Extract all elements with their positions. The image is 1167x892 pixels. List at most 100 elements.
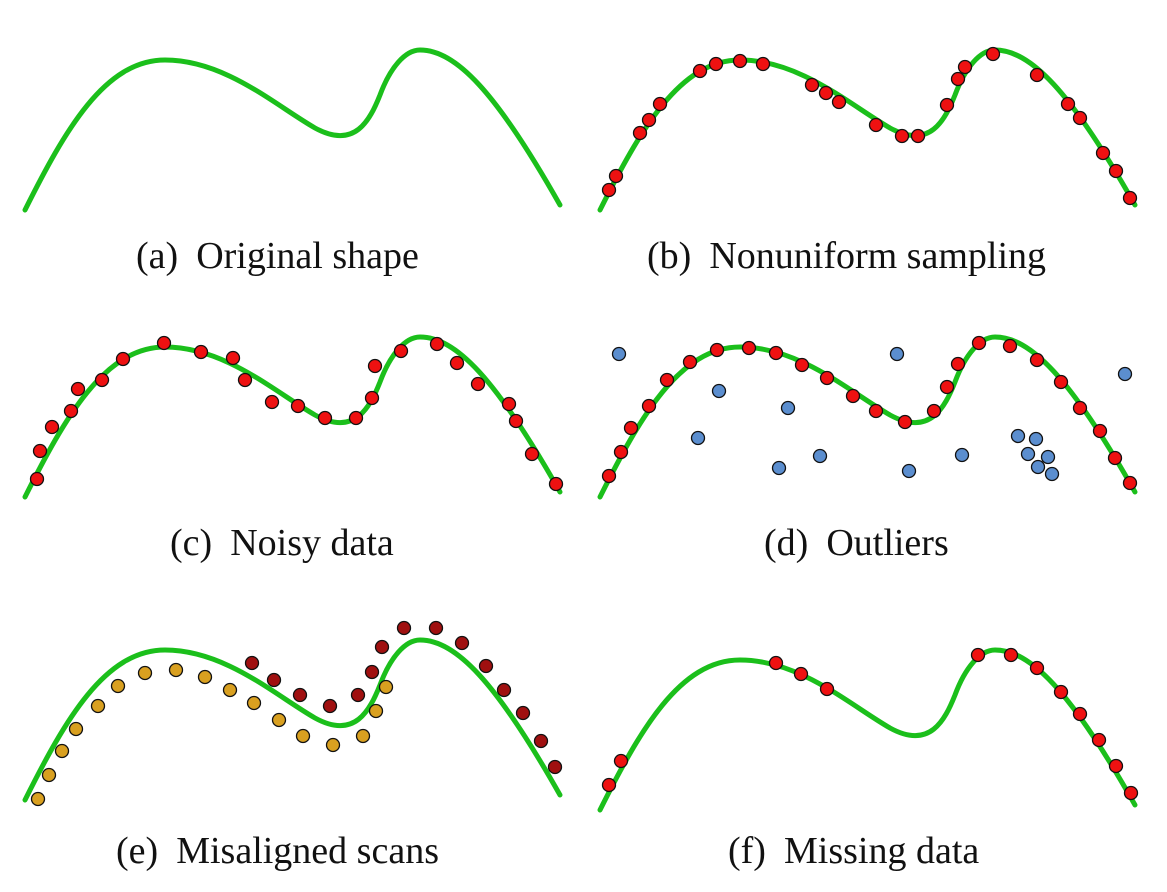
- sample-point: [641, 112, 657, 128]
- caption-b-tag: (b): [647, 235, 692, 277]
- sample-point: [1092, 423, 1108, 439]
- sample-point: [926, 403, 942, 419]
- sample-point: [1029, 67, 1045, 83]
- scan-b-point: [428, 620, 444, 636]
- caption-c: (c) Noisy data: [170, 524, 394, 562]
- sample-point: [1053, 684, 1069, 700]
- sample-point: [868, 403, 884, 419]
- scan-a-point: [168, 662, 184, 678]
- sample-point: [692, 63, 708, 79]
- noisy-sample-point: [367, 358, 383, 374]
- sample-point: [1108, 163, 1124, 179]
- noisy-sample-point: [63, 403, 79, 419]
- shape-curve: [22, 637, 563, 803]
- outlier-point: [1010, 428, 1026, 444]
- shape-curve: [22, 334, 563, 500]
- sample-point: [939, 97, 955, 113]
- sample-point: [709, 342, 725, 358]
- scan-a-point: [355, 728, 371, 744]
- scan-a-point: [90, 698, 106, 714]
- sample-point: [845, 388, 861, 404]
- outlier-point: [611, 346, 627, 362]
- noisy-sample-point: [115, 351, 131, 367]
- panel-noisy-data: [22, 334, 564, 500]
- sample-point: [613, 753, 629, 769]
- outlier-point: [780, 400, 796, 416]
- sample-point: [755, 56, 771, 72]
- sample-point: [894, 128, 910, 144]
- noisy-sample-point: [364, 390, 380, 406]
- sample-point: [659, 372, 675, 388]
- noisy-sample-point: [524, 446, 540, 462]
- noisy-sample-point: [317, 410, 333, 426]
- sample-point: [818, 85, 834, 101]
- outlier-point: [1117, 366, 1133, 382]
- sample-point: [910, 128, 926, 144]
- noisy-sample-point: [44, 419, 60, 435]
- caption-e-label: Misaligned scans: [176, 830, 439, 872]
- scan-a-point: [110, 678, 126, 694]
- scan-b-point: [515, 705, 531, 721]
- sample-point: [1053, 374, 1069, 390]
- scan-b-point: [322, 698, 338, 714]
- scan-b-point: [478, 658, 494, 674]
- sample-point: [601, 468, 617, 484]
- caption-f-tag: (f): [728, 830, 766, 872]
- scan-b-point: [396, 620, 412, 636]
- sample-point: [1003, 647, 1019, 663]
- sample-point: [897, 414, 913, 430]
- outlier-point: [1028, 431, 1044, 447]
- sample-point: [652, 96, 668, 112]
- noisy-sample-point: [429, 336, 445, 352]
- sample-point: [1122, 475, 1138, 491]
- outlier-point: [771, 460, 787, 476]
- outlier-point: [1020, 446, 1036, 462]
- outlier-point: [1030, 459, 1046, 475]
- sample-point: [732, 53, 748, 69]
- sample-point: [939, 379, 955, 395]
- outlier-point: [1040, 449, 1056, 465]
- scan-b-point: [374, 639, 390, 655]
- sample-point: [819, 370, 835, 386]
- outlier-point: [690, 430, 706, 446]
- noisy-sample-point: [193, 344, 209, 360]
- scan-a-point: [197, 669, 213, 685]
- scan-b-point: [533, 733, 549, 749]
- outlier-point: [954, 447, 970, 463]
- noisy-sample-point: [29, 471, 45, 487]
- scan-a-point: [68, 721, 84, 737]
- scan-a-point: [41, 767, 57, 783]
- scan-a-point: [368, 703, 384, 719]
- sample-point: [1091, 732, 1107, 748]
- scan-a-point: [378, 679, 394, 695]
- sample-point: [768, 345, 784, 361]
- scan-a-point: [54, 743, 70, 759]
- sample-point: [708, 56, 724, 72]
- noisy-sample-point: [156, 335, 172, 351]
- panel-missing-data: [597, 647, 1139, 813]
- scan-b-point: [244, 655, 260, 671]
- caption-a-tag: (a): [136, 235, 179, 277]
- sample-point: [970, 647, 986, 663]
- panel-outliers: [597, 334, 1138, 500]
- scan-b-point: [292, 687, 308, 703]
- panel-misaligned-scans: [22, 620, 563, 807]
- noisy-sample-point: [225, 350, 241, 366]
- scan-a-point: [30, 791, 46, 807]
- sample-point: [641, 398, 657, 414]
- scan-a-point: [325, 737, 341, 753]
- noisy-sample-point: [501, 396, 517, 412]
- shape-curve: [597, 47, 1138, 213]
- caption-f-label: Missing data: [783, 830, 980, 872]
- panel-original-shape: [22, 47, 563, 213]
- scan-a-point: [295, 728, 311, 744]
- caption-b-label: Nonuniform sampling: [709, 235, 1047, 277]
- sample-point: [1029, 352, 1045, 368]
- noisy-sample-point: [470, 376, 486, 392]
- noisy-sample-point: [264, 394, 280, 410]
- caption-a: (a) Original shape: [136, 237, 419, 275]
- sample-point: [608, 168, 624, 184]
- noisy-sample-point: [290, 398, 306, 414]
- sample-point: [1060, 96, 1076, 112]
- sample-point: [794, 357, 810, 373]
